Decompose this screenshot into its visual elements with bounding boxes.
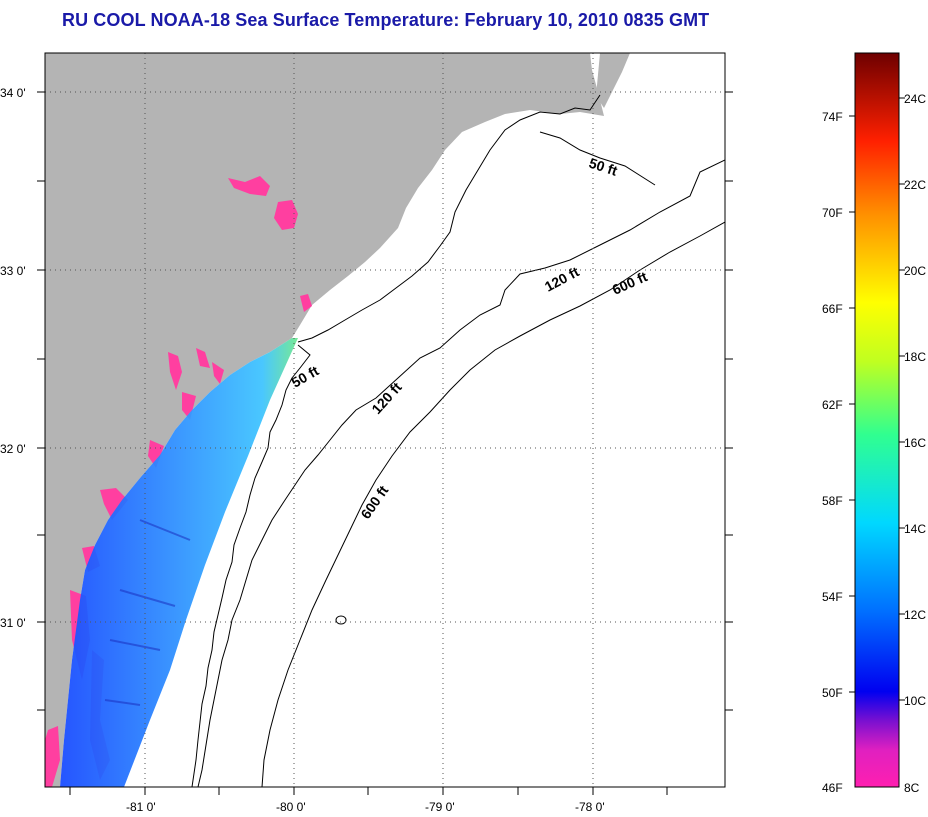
- map-title: RU COOL NOAA-18 Sea Surface Temperature:…: [62, 10, 710, 30]
- land: [45, 53, 604, 787]
- colorbar-f-74: 74F: [822, 110, 843, 124]
- colorbar-gradient: [854, 52, 900, 788]
- lat-label-31: 31 0': [0, 616, 26, 630]
- colorbar-c-14: 14C: [904, 522, 926, 536]
- colorbar-f-50: 50F: [822, 686, 843, 700]
- colorbar-f-54: 54F: [822, 590, 843, 604]
- colorbar-ticks: [849, 97, 905, 701]
- lat-label-34: 34 0': [0, 86, 26, 100]
- coastline: [297, 94, 601, 343]
- map-border: [44, 52, 726, 788]
- map-area: 50 ft 50 ft 120 ft 120 ft 600 ft 600 ft: [45, 53, 725, 787]
- colorbar-c-24: 24C: [904, 92, 926, 106]
- colorbar-f-46: 46F: [822, 781, 843, 795]
- colorbar-c-18: 18C: [904, 350, 926, 364]
- colorbar-c-22: 22C: [904, 178, 926, 192]
- lon-label-78: -78 0': [575, 800, 605, 814]
- colorbar-c-12: 12C: [904, 608, 926, 622]
- lon-label-79: -79 0': [425, 800, 455, 814]
- lon-label-81: -81 0': [126, 800, 156, 814]
- seamount: [335, 615, 347, 625]
- contour-50ft-south: [191, 344, 311, 787]
- colorbar-f-66: 66F: [822, 302, 843, 316]
- colorbar-f-70: 70F: [822, 206, 843, 220]
- lat-label-33: 33 0': [0, 264, 26, 278]
- graticule: [45, 53, 725, 787]
- contour-50ft: [539, 131, 656, 186]
- colorbar-c-8: 8C: [904, 781, 920, 795]
- axis-ticks: [37, 91, 733, 795]
- colorbar-c-20: 20C: [904, 264, 926, 278]
- colorbar-c-16: 16C: [904, 436, 926, 450]
- colorbar-f-58: 58F: [822, 494, 843, 508]
- land-cape: [596, 53, 630, 108]
- colorbar: 74F 70F 66F 62F 58F 54F 50F 46F 24C 22C …: [822, 52, 926, 795]
- contour-120ft: [197, 159, 725, 787]
- swath-streaks: [104, 519, 191, 706]
- colorbar-c-10: 10C: [904, 694, 926, 708]
- lon-label-80: -80 0': [276, 800, 306, 814]
- lat-label-32: 32 0': [0, 442, 26, 456]
- sst-swath: [60, 338, 298, 787]
- contour-600ft: [261, 221, 725, 787]
- colorbar-f-62: 62F: [822, 398, 843, 412]
